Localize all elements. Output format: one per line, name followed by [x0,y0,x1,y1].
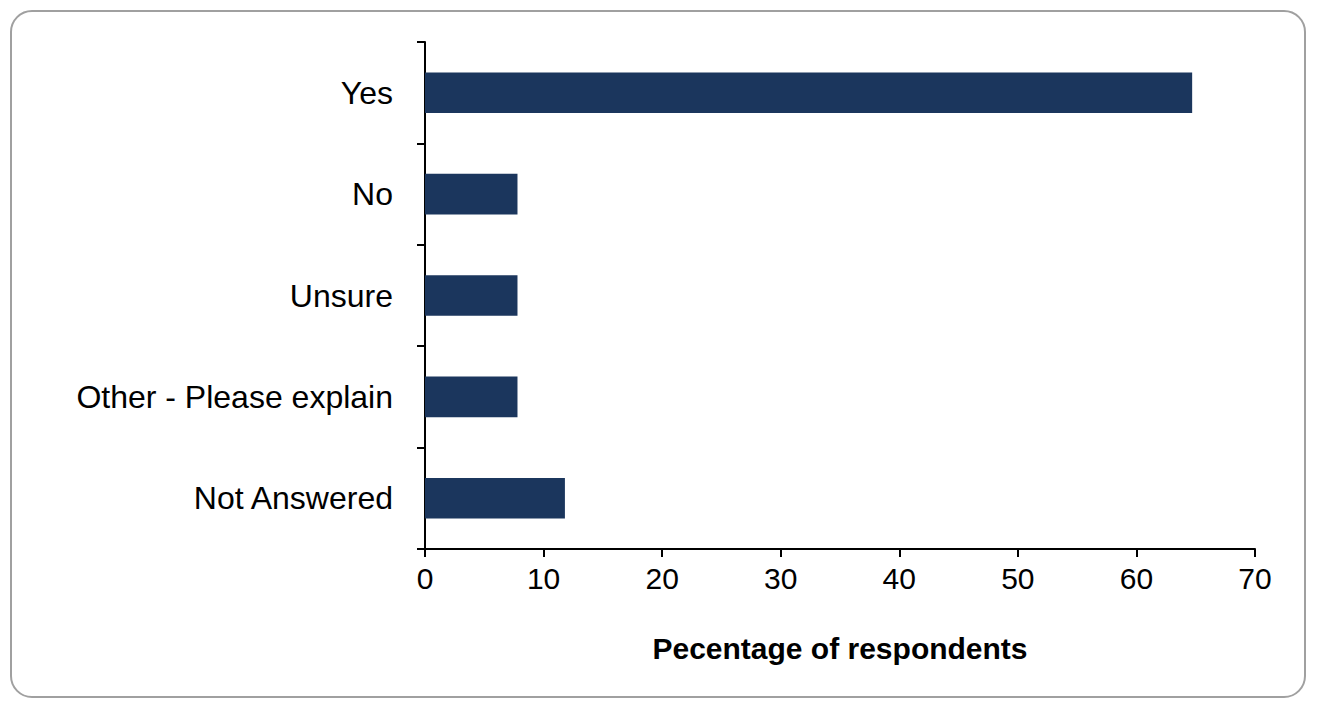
svg-text:Yes: Yes [341,75,393,111]
svg-text:30: 30 [764,562,797,595]
svg-text:Unsure: Unsure [290,278,393,314]
svg-text:10: 10 [527,562,560,595]
svg-text:70: 70 [1238,562,1271,595]
svg-text:60: 60 [1120,562,1153,595]
svg-text:Pecentage of respondents: Pecentage of respondents [652,632,1027,665]
svg-text:Not Answered: Not Answered [194,480,393,516]
svg-text:0: 0 [417,562,434,595]
svg-text:20: 20 [645,562,678,595]
svg-text:40: 40 [883,562,916,595]
svg-text:No: No [352,176,393,212]
svg-text:50: 50 [1001,562,1034,595]
svg-text:Other - Please explain: Other - Please explain [76,379,393,415]
